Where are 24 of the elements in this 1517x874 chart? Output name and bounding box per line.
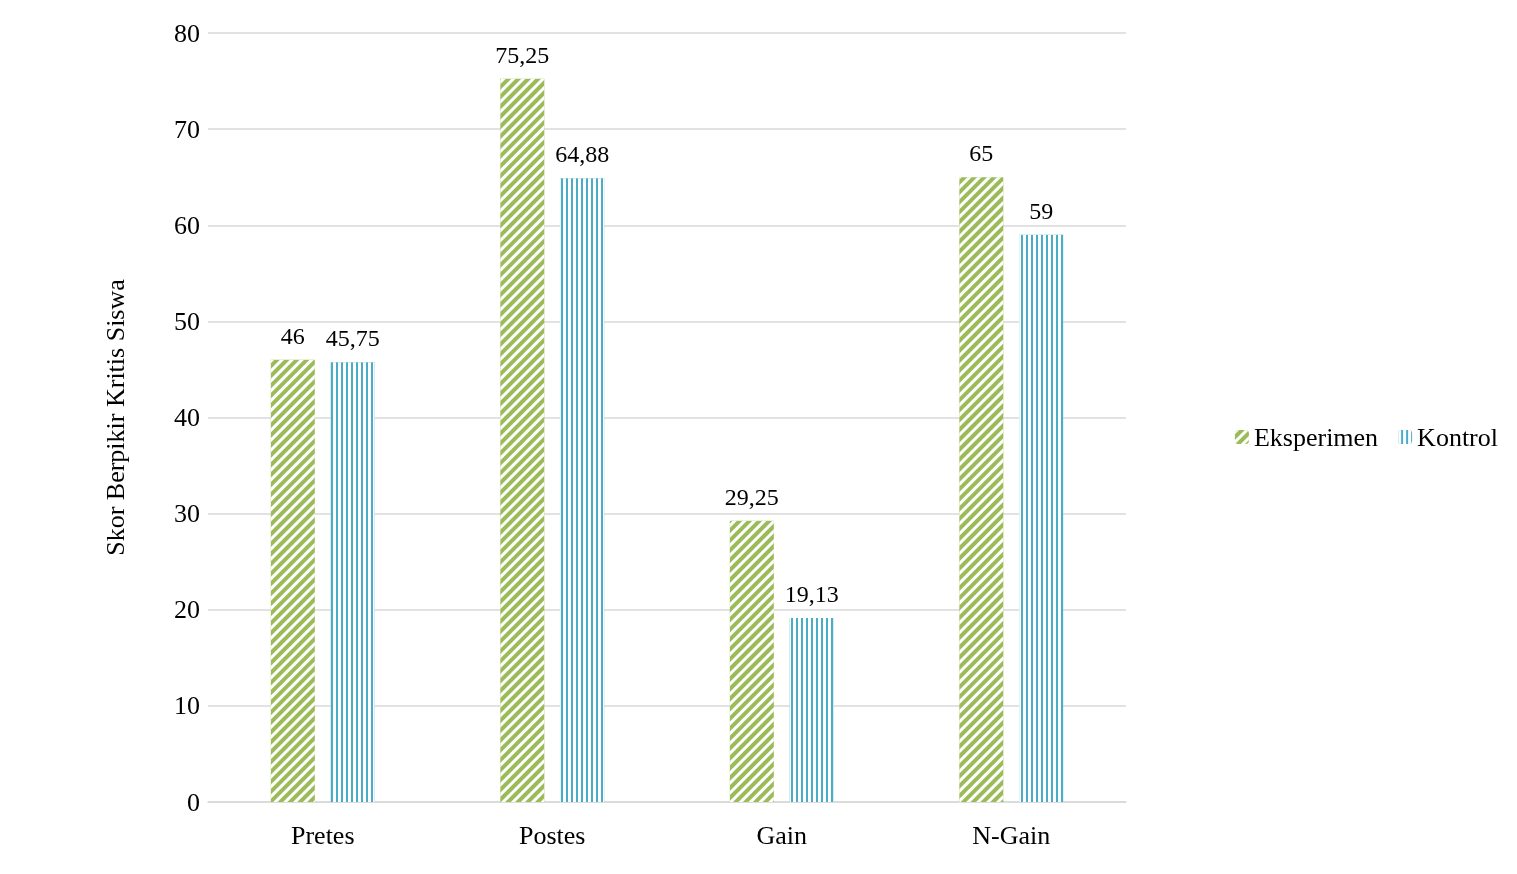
data-label: 29,25 bbox=[724, 483, 779, 510]
data-label: 46 bbox=[280, 322, 305, 349]
legend-label: Eksperimen bbox=[1253, 422, 1379, 452]
data-label: 64,88 bbox=[555, 141, 610, 168]
y-tick-label: 50 bbox=[174, 306, 200, 336]
data-label: 19,13 bbox=[784, 581, 839, 608]
legend-label: Kontrol bbox=[1417, 422, 1499, 452]
data-label: 75,25 bbox=[495, 41, 550, 68]
data-label: 65 bbox=[969, 140, 994, 167]
y-tick-label: 70 bbox=[174, 114, 200, 144]
y-tick-label: 20 bbox=[174, 595, 200, 625]
y-tick-label: 10 bbox=[174, 691, 200, 721]
y-tick-label: 40 bbox=[174, 403, 200, 432]
y-tick-label: 30 bbox=[174, 499, 200, 529]
y-tick-label: 60 bbox=[174, 210, 200, 240]
x-tick-label: Postes bbox=[519, 820, 586, 850]
y-axis-title: Skor Berpikir Kritis Siswa bbox=[100, 278, 130, 556]
y-tick-label: 80 bbox=[174, 18, 200, 48]
x-tick-label: Gain bbox=[756, 820, 808, 850]
data-label: 45,75 bbox=[325, 325, 380, 352]
data-label: 59 bbox=[1029, 197, 1054, 224]
y-tick-label: 0 bbox=[187, 787, 200, 817]
x-tick-label: N-Gain bbox=[972, 820, 1051, 850]
x-tick-label: Pretes bbox=[290, 820, 355, 850]
